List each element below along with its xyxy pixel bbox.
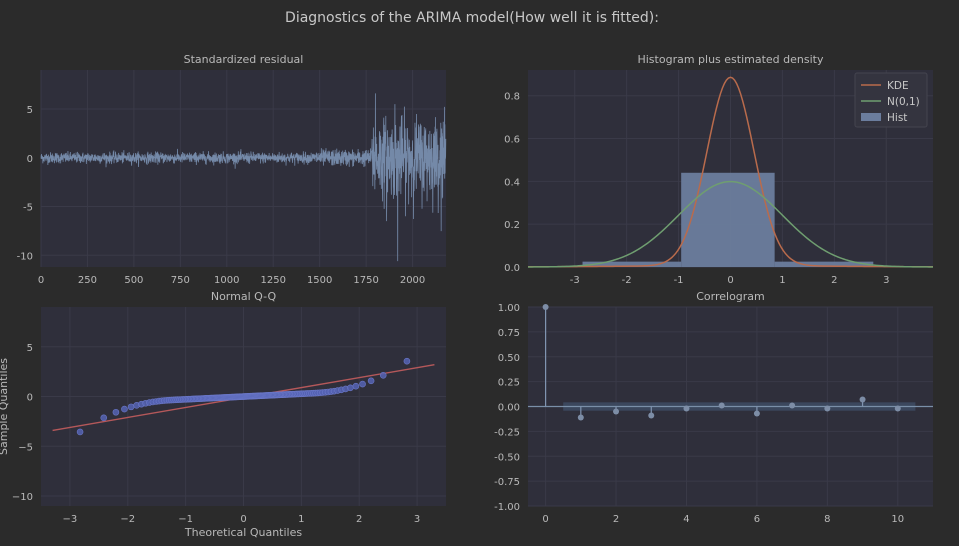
- x-tick-label: 0: [542, 514, 548, 525]
- x-tick-label: −1: [178, 514, 193, 525]
- x-tick-label: 8: [824, 514, 830, 525]
- y-tick-label: 5: [27, 343, 33, 354]
- panel-standardized-residual: 0 250 500 750 1000 1250 1500 1750 2000 5 0 -5 -10 Sta…: [17, 53, 447, 286]
- legend: KDE N(0,1) Hist: [854, 72, 928, 128]
- qq-point: [352, 382, 360, 390]
- x-tick-label: −2: [120, 514, 135, 525]
- y-tick-label: 5: [27, 105, 33, 116]
- y-tick-label: 0: [27, 154, 33, 165]
- panel-correlogram: 0 2 4 6 8 10 1.00 0.75 0.50 0.25 0.00 -0.25 -0.50 -0.…: [494, 290, 933, 525]
- x-tick-label: -2: [622, 275, 632, 286]
- qq-point: [121, 405, 128, 413]
- panel-title: Normal Q-Q: [211, 290, 277, 303]
- x-tick-label: 3: [883, 275, 889, 286]
- y-axis-label: Sample Quantiles: [0, 358, 10, 455]
- y-tick-label: 0.4: [504, 177, 520, 188]
- x-tick-label: 2: [613, 514, 619, 525]
- y-tick-label: 0.00: [498, 403, 520, 414]
- acf-marker: [753, 410, 760, 417]
- qq-point: [359, 380, 366, 388]
- acf-marker: [613, 408, 620, 415]
- y-tick-label: 0.2: [504, 220, 520, 231]
- qq-point: [367, 377, 375, 385]
- y-tick-label: 0.75: [498, 328, 520, 339]
- residual-series-line: [40, 93, 447, 262]
- x-tick-label: 1: [779, 275, 785, 286]
- x-tick-label: 2: [831, 275, 837, 286]
- x-tick-label: 3: [414, 514, 420, 525]
- y-tick-label: 0.50: [498, 353, 520, 364]
- qq-point: [347, 384, 354, 392]
- x-tick-label: 1000: [214, 275, 239, 286]
- qq-point: [127, 403, 135, 411]
- y-tick-label: 0.8: [504, 92, 520, 103]
- legend-entry: Hist: [887, 112, 907, 124]
- figure-title: Diagnostics of the ARIMA model(How well …: [285, 10, 659, 26]
- acf-marker: [542, 304, 549, 310]
- x-tick-label: -1: [674, 275, 684, 286]
- qq-point: [100, 414, 108, 422]
- normal-density-line: [527, 180, 934, 268]
- qq-point: [379, 371, 387, 379]
- y-tick-label: -0.25: [494, 427, 520, 438]
- y-tick-label: 0: [27, 393, 33, 404]
- y-tick-label: -0.75: [494, 477, 520, 488]
- histogram-bar: [582, 261, 682, 267]
- acf-marker: [718, 402, 725, 409]
- acf-marker: [824, 405, 831, 412]
- x-tick-label: 250: [78, 275, 97, 286]
- y-tick-label: 1.00: [498, 303, 520, 314]
- y-tick-label: −5: [18, 442, 33, 453]
- y-tick-label: -0.50: [494, 452, 520, 463]
- qq-point: [76, 428, 84, 436]
- x-axis-label: Theoretical Quantiles: [184, 526, 302, 539]
- x-tick-label: 0: [727, 275, 733, 286]
- panel-title: Histogram plus estimated density: [637, 53, 824, 66]
- y-tick-label: -5: [23, 203, 33, 214]
- y-tick-label: −10: [12, 492, 33, 503]
- legend-entry: N(0,1): [887, 96, 920, 108]
- x-tick-label: 0: [38, 275, 44, 286]
- qq-point: [112, 408, 120, 416]
- x-tick-label: 500: [124, 275, 143, 286]
- histogram-bar: [774, 261, 874, 267]
- x-tick-label: 1500: [307, 275, 332, 286]
- x-tick-label: 1: [298, 514, 304, 525]
- panel-title: Standardized residual: [184, 53, 304, 66]
- y-tick-label: 0.0: [504, 263, 520, 274]
- x-tick-label: 1750: [353, 275, 378, 286]
- acf-marker: [648, 412, 655, 419]
- x-tick-label: 0: [240, 514, 246, 525]
- x-tick-label: -3: [570, 275, 580, 286]
- acf-marker: [683, 405, 690, 412]
- x-tick-label: 1250: [260, 275, 285, 286]
- x-tick-label: 4: [683, 514, 689, 525]
- y-tick-label: 0.25: [498, 378, 520, 389]
- qq-point: [403, 357, 411, 365]
- acf-marker: [577, 414, 584, 421]
- y-tick-label: 0.6: [504, 135, 520, 146]
- x-tick-label: 2: [356, 514, 362, 525]
- legend-swatch: [861, 113, 881, 121]
- x-tick-label: 10: [891, 514, 904, 525]
- acf-marker: [894, 405, 901, 412]
- kde-line: [527, 76, 934, 268]
- x-tick-label: 750: [171, 275, 190, 286]
- y-tick-label: -1.00: [494, 502, 520, 513]
- x-tick-label: 2000: [400, 275, 425, 286]
- acf-marker: [859, 396, 866, 403]
- panel-title: Correlogram: [696, 290, 765, 303]
- legend-entry: KDE: [887, 80, 909, 92]
- panel-histogram-density: -3 -2 -1 0 1 2 3 0.0 0.2 0.4 0.6 0.8 Histogram plus …: [504, 53, 934, 286]
- y-tick-label: -10: [17, 251, 33, 262]
- acf-marker: [789, 402, 796, 409]
- x-tick-label: 6: [754, 514, 760, 525]
- x-tick-label: −3: [63, 514, 78, 525]
- plot-area: [41, 70, 446, 267]
- histogram-bar: [681, 172, 775, 267]
